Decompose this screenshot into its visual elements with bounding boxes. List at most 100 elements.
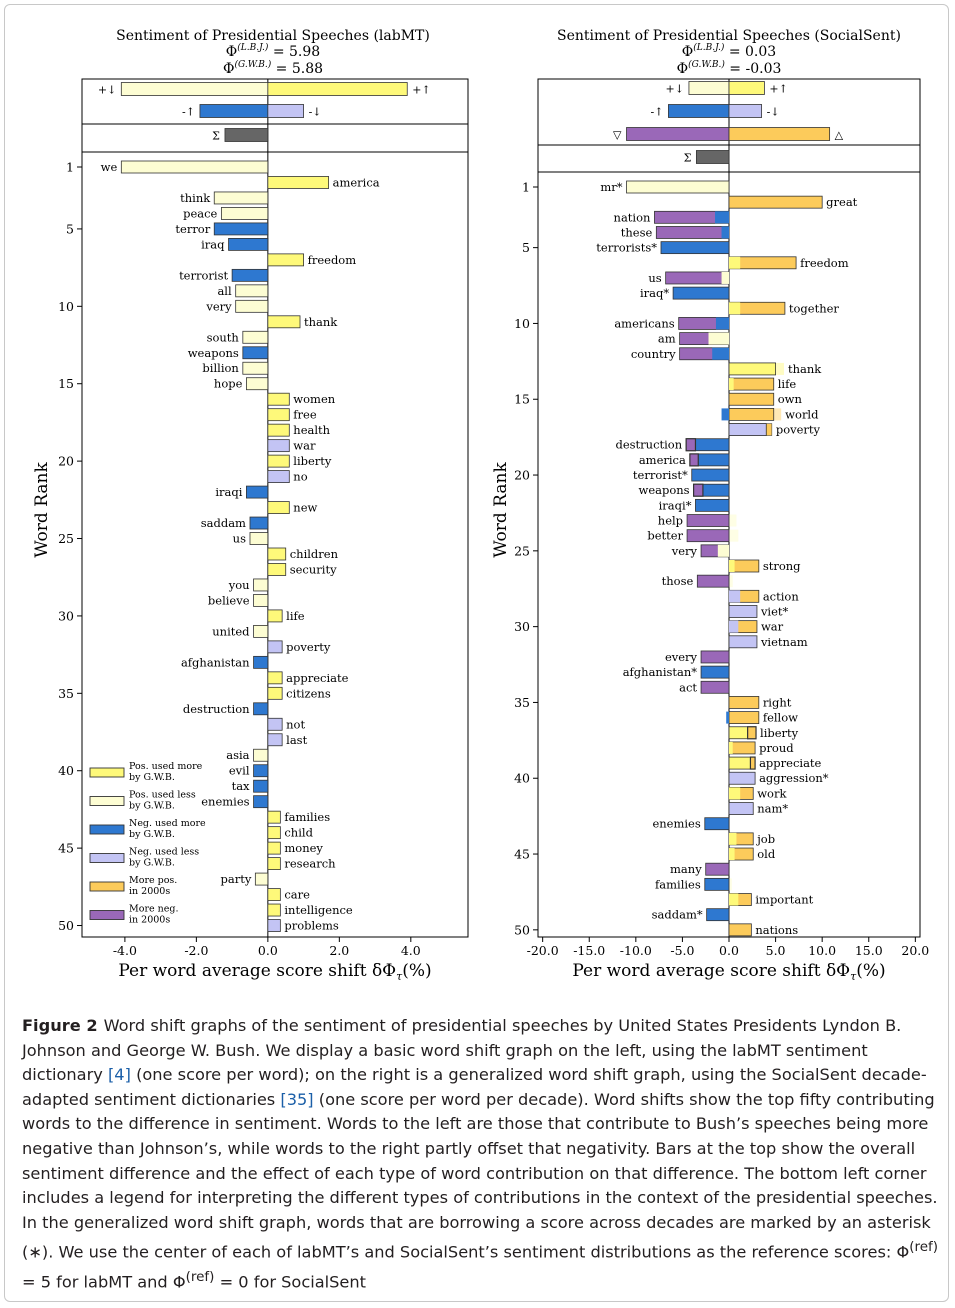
legend-text-1: More neg. bbox=[129, 904, 178, 915]
word-label: own bbox=[778, 392, 803, 406]
word-bar-neg_more bbox=[253, 764, 269, 778]
word-label: free bbox=[293, 408, 317, 422]
word-label: party bbox=[220, 872, 251, 886]
word-label: aggression* bbox=[759, 771, 829, 785]
plot-frame bbox=[81, 78, 469, 938]
word-bar-base bbox=[729, 848, 735, 861]
word-label: help bbox=[658, 514, 683, 528]
word-bar-base bbox=[729, 832, 737, 845]
word-bar-more_pos_2000s bbox=[728, 923, 752, 937]
y-tick-label: 50 bbox=[514, 922, 530, 937]
word-label: money bbox=[284, 841, 323, 855]
word-bar-pos_more bbox=[267, 686, 283, 700]
phi-gwb-label: Φ(G.W.B.) = 5.88 bbox=[223, 59, 323, 77]
legend-text-1: Neg. used less bbox=[129, 847, 199, 858]
word-bar-base bbox=[729, 590, 741, 603]
word-bar-more_neg_2000s bbox=[655, 226, 730, 239]
word-bar-neg_more bbox=[704, 877, 730, 891]
word-label: work bbox=[757, 786, 787, 800]
phi-gwb-label: Φ(G.W.B.) = -0.03 bbox=[677, 59, 782, 77]
word-label: am bbox=[658, 332, 676, 346]
summary-bar-neg_more bbox=[668, 104, 730, 118]
word-label: country bbox=[631, 347, 676, 361]
y-tick-label: 30 bbox=[514, 619, 530, 634]
word-label: thank bbox=[304, 315, 338, 329]
word-bar-more_pos_2000s bbox=[728, 195, 823, 209]
word-bar-neg_more bbox=[672, 286, 730, 300]
caption-ref-35[interactable]: [35] bbox=[280, 1089, 314, 1109]
word-bar-pos_more bbox=[267, 253, 304, 267]
legend-text-1: More pos. bbox=[129, 875, 177, 886]
word-bar-neg_more bbox=[695, 498, 730, 512]
word-bar-base bbox=[729, 256, 741, 269]
word-bar-pos_less bbox=[253, 578, 269, 592]
x-tick-label: -15.0 bbox=[573, 943, 605, 958]
word-bar-base bbox=[729, 787, 741, 800]
word-label: children bbox=[290, 547, 339, 561]
y-tick-label: 20 bbox=[58, 454, 74, 469]
word-label: every bbox=[665, 650, 698, 664]
legend-text-2: by G.W.B. bbox=[129, 858, 175, 869]
word-label: last bbox=[286, 733, 307, 747]
figure-caption: Figure 2 Word shift graphs of the sentime… bbox=[22, 1014, 942, 1295]
word-label: terrorist bbox=[179, 268, 228, 282]
word-label: nam* bbox=[757, 802, 788, 816]
word-label: old bbox=[757, 847, 776, 861]
word-label: poverty bbox=[776, 423, 821, 437]
word-bar-neg_less bbox=[728, 423, 767, 436]
word-label: enemies bbox=[652, 817, 700, 831]
word-bar-pos_more bbox=[728, 362, 776, 376]
chart-title: Sentiment of Presidential Speeches (labM… bbox=[116, 28, 430, 44]
word-bar-neg_less bbox=[267, 733, 283, 747]
word-bar-pos_less bbox=[213, 191, 269, 205]
word-bar-neg_more bbox=[704, 817, 730, 831]
y-axis-label: Word Rank bbox=[491, 462, 511, 558]
word-bar-more_neg_2000s bbox=[700, 680, 730, 694]
word-label: action bbox=[763, 589, 800, 603]
x-tick-label: -4.0 bbox=[113, 943, 137, 958]
word-label: weapons bbox=[188, 346, 239, 360]
word-bar-more_pos_2000s bbox=[728, 377, 775, 391]
caption-text-3: (one score per word per decade). Word sh… bbox=[22, 1089, 938, 1262]
word-label: job bbox=[755, 832, 775, 846]
word-bar-base bbox=[717, 544, 729, 557]
legend-text-2: in 2000s bbox=[129, 886, 170, 897]
word-label: united bbox=[212, 624, 250, 638]
summary-bar-more_pos_2000s bbox=[728, 127, 831, 141]
word-bar-neg_less bbox=[267, 470, 290, 484]
word-label: important bbox=[755, 893, 813, 907]
y-tick-label: 10 bbox=[58, 299, 74, 314]
word-label: evil bbox=[229, 764, 250, 778]
legend-text-2: in 2000s bbox=[129, 915, 170, 926]
summary-bar-total bbox=[695, 150, 730, 164]
caption-ref-4[interactable]: [4] bbox=[107, 1065, 131, 1085]
word-bar-pos_less bbox=[242, 330, 269, 344]
word-bar-neg_less bbox=[728, 802, 754, 815]
word-label: act bbox=[679, 680, 697, 694]
word-bar-base bbox=[708, 332, 729, 345]
word-label: proud bbox=[759, 741, 794, 755]
word-label: destruction bbox=[615, 438, 682, 452]
caption-sup-2: (ref) bbox=[185, 1269, 215, 1286]
word-bar-pos_more bbox=[267, 903, 281, 917]
word-bar-neg_more bbox=[249, 516, 269, 530]
word-label: freedom bbox=[800, 256, 849, 270]
word-label: thank bbox=[788, 362, 822, 376]
word-label: mr* bbox=[600, 180, 622, 194]
word-label: together bbox=[789, 301, 840, 315]
word-bar-pos_more bbox=[267, 563, 287, 576]
word-bar-inner bbox=[685, 438, 697, 452]
caption-sup-1: (ref) bbox=[909, 1239, 939, 1256]
summary-label: Σ bbox=[684, 152, 692, 165]
summary-label: -↓ bbox=[767, 106, 780, 119]
y-tick-label: 40 bbox=[514, 771, 530, 786]
word-label: believe bbox=[208, 593, 250, 607]
word-label: no bbox=[293, 470, 307, 484]
summary-bar-pos_more bbox=[267, 82, 408, 96]
word-bar-neg_more bbox=[242, 346, 269, 360]
word-bar-pos_more bbox=[267, 408, 290, 422]
legend-text-2: by G.W.B. bbox=[129, 801, 175, 812]
word-bar-more_neg_2000s bbox=[696, 574, 730, 588]
word-bar-neg_less bbox=[728, 771, 756, 785]
word-bar-more_neg_2000s bbox=[665, 271, 730, 285]
